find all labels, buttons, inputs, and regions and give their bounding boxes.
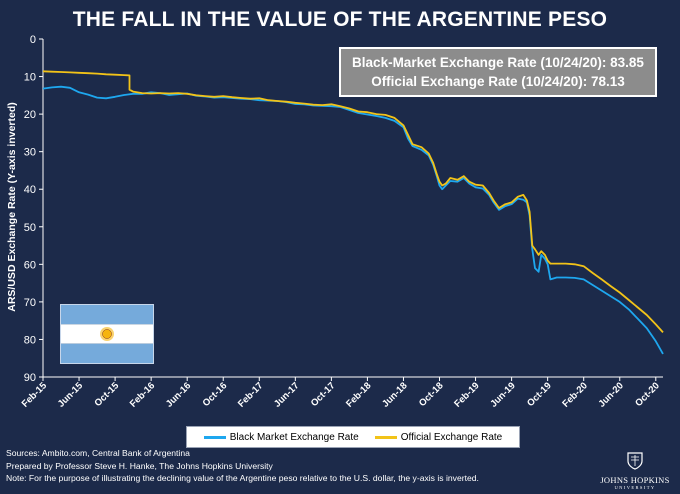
- y-axis-title-group: ARS/USD Exchange Rate (Y-axis inverted): [6, 102, 18, 311]
- legend: Black Market Exchange Rate Official Exch…: [186, 426, 520, 448]
- legend-label-black-market: Black Market Exchange Rate: [229, 431, 359, 443]
- series-lines: [42, 70, 664, 355]
- y-tick-label: 50: [24, 222, 36, 234]
- x-tick-label: Jun-16: [164, 380, 193, 409]
- x-tick-label: Oct-18: [417, 380, 446, 409]
- y-tick-label: 80: [24, 334, 36, 346]
- x-tick-label: Oct-15: [93, 380, 122, 409]
- y-ticks: 0 10 20 30 40 50 60 70 80 90: [24, 34, 43, 384]
- footer-notes: Sources: Ambito.com, Central Bank of Arg…: [6, 447, 479, 485]
- logo-subtitle: UNIVERSITY: [614, 485, 656, 490]
- y-tick-label: 40: [24, 184, 36, 196]
- footer-note: Note: For the purpose of illustrating th…: [6, 473, 479, 483]
- logo-wordmark: JOHNS HOPKINS: [600, 475, 670, 485]
- y-tick-label: 30: [24, 147, 36, 159]
- x-tick-label: Oct-17: [309, 380, 338, 409]
- x-tick-label: Feb-18: [344, 380, 373, 409]
- official-annotation: Official Exchange Rate (10/24/20): 78.13: [371, 74, 625, 89]
- legend-item-black-market: Black Market Exchange Rate: [203, 431, 359, 443]
- series-line-official: [42, 70, 664, 334]
- shield-icon: [627, 452, 643, 470]
- argentina-flag-icon: [61, 305, 153, 363]
- black-market-annotation: Black-Market Exchange Rate (10/24/20): 8…: [352, 55, 644, 70]
- x-tick-label: Jun-17: [272, 380, 301, 409]
- x-tick-label: Feb-16: [128, 380, 157, 409]
- johns-hopkins-logo: JOHNS HOPKINS UNIVERSITY: [600, 452, 670, 490]
- x-tick-label: Oct-16: [201, 380, 230, 409]
- flag-bottom-stripe: [61, 343, 153, 363]
- y-tick-label: 10: [24, 72, 36, 84]
- legend-swatch-official: [374, 435, 397, 439]
- chart-title: THE FALL IN THE VALUE OF THE ARGENTINE P…: [72, 8, 608, 31]
- y-tick-label: 70: [24, 297, 36, 309]
- axes: [42, 39, 663, 378]
- latest-rate-annotation-box: Black-Market Exchange Rate (10/24/20): 8…: [339, 47, 657, 97]
- y-tick-label: 60: [24, 259, 36, 271]
- legend-item-official: Official Exchange Rate: [374, 431, 503, 443]
- legend-swatch-black-market: [203, 435, 226, 439]
- y-tick-label: 0: [30, 34, 36, 46]
- x-tick-label: Feb-20: [560, 380, 589, 409]
- y-tick-label: 90: [24, 372, 36, 384]
- y-tick-label: 20: [24, 109, 36, 121]
- footer-prepared-by: Prepared by Professor Steve H. Hanke, Th…: [6, 460, 273, 471]
- x-tick-label: Jun-19: [488, 380, 517, 409]
- x-ticks: Feb-15 Jun-15 Oct-15 Feb-16 Jun-16 Oct-16 Feb-…: [20, 377, 662, 410]
- legend-label-official: Official Exchange Rate: [400, 431, 503, 443]
- x-tick-label: Feb-15: [20, 380, 50, 410]
- footer-sources: Sources: Ambito.com, Central Bank of Arg…: [6, 448, 190, 458]
- x-tick-label: Jun-20: [596, 380, 625, 409]
- x-tick-label: Feb-19: [452, 380, 481, 409]
- x-tick-label: Jun-18: [380, 380, 409, 409]
- x-tick-label: Feb-17: [236, 380, 265, 409]
- flag-top-stripe: [61, 305, 153, 325]
- x-tick-label: Oct-20: [633, 380, 662, 409]
- x-tick-label: Oct-19: [525, 380, 554, 409]
- y-axis-title: ARS/USD Exchange Rate (Y-axis inverted): [6, 102, 18, 311]
- sun-of-may-icon: [100, 327, 114, 341]
- x-tick-label: Jun-15: [56, 380, 86, 410]
- series-line-black-market: [42, 85, 664, 355]
